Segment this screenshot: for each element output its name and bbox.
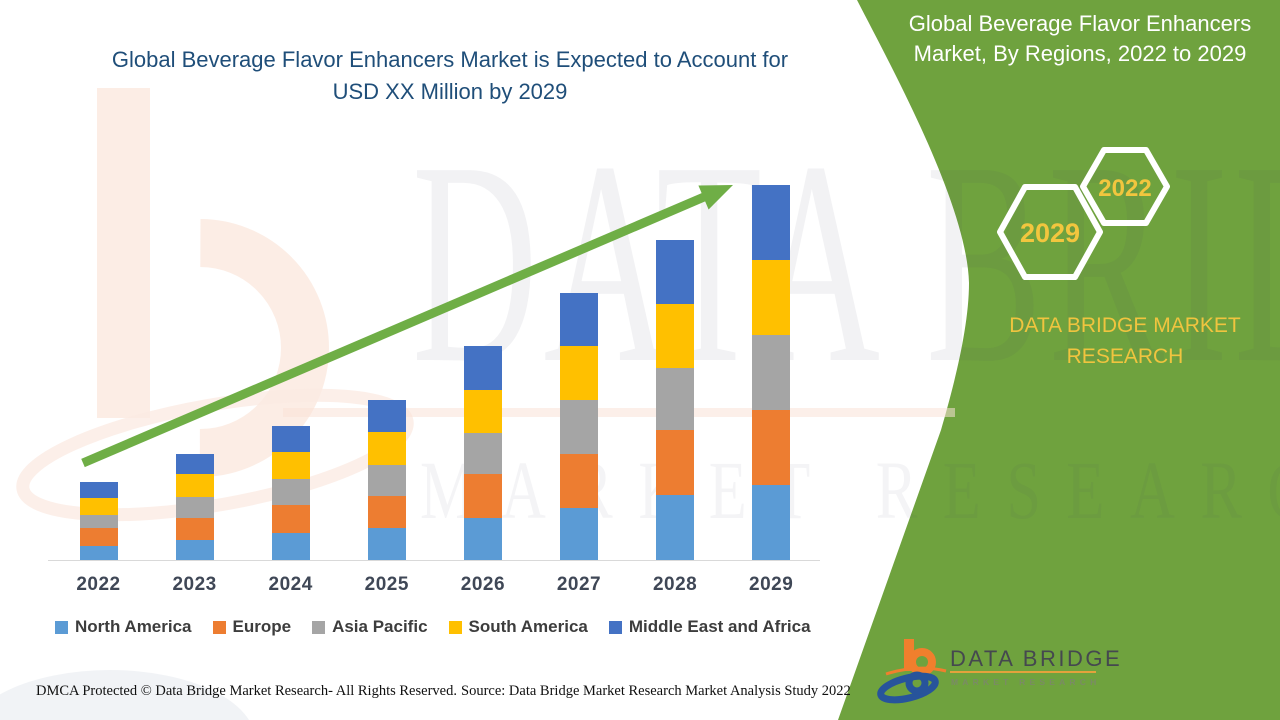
legend-swatch <box>312 620 326 634</box>
bar-segment-2028-middle-east-and-africa <box>656 240 695 304</box>
legend-label: Europe <box>232 617 292 636</box>
bar-segment-2027-middle-east-and-africa <box>560 293 598 346</box>
x-axis-label-2026: 2026 <box>460 574 506 595</box>
legend-item-north-america: North America <box>55 617 192 637</box>
bar-segment-2023-middle-east-and-africa <box>175 454 214 474</box>
legend-item-asia-pacific: Asia Pacific <box>312 617 428 637</box>
logo-subtitle: MARKET RESEARCH <box>951 677 1101 687</box>
bar-segment-2026-middle-east-and-africa <box>463 346 502 390</box>
bar-segment-2028-asia-pacific <box>656 368 695 430</box>
bar-segment-2028-south-america <box>656 304 695 368</box>
bar-segment-2022-south-america <box>79 498 118 515</box>
x-axis-line <box>48 560 820 561</box>
bar-segment-2027-north-america <box>560 508 598 560</box>
chart-title: Global Beverage Flavor Enhancers Market … <box>78 44 822 108</box>
bar-segment-2027-asia-pacific <box>560 400 598 454</box>
legend-item-middle-east-and-africa: Middle East and Africa <box>608 617 811 637</box>
x-axis-label-2025: 2025 <box>364 574 409 595</box>
logo-divider <box>950 671 1096 673</box>
bar-segment-2022-middle-east-and-africa <box>79 482 118 498</box>
x-axis-label-2022: 2022 <box>76 574 121 595</box>
x-axis-label-2029: 2029 <box>749 574 794 595</box>
bar-segment-2029-asia-pacific <box>752 335 791 410</box>
chart-title-line2: USD XX Million by 2029 <box>332 79 568 104</box>
bar-segment-2022-europe <box>79 528 118 546</box>
bar-segment-2029-north-america <box>752 485 791 560</box>
bar-segment-2024-europe <box>271 505 310 533</box>
legend-item-europe: Europe <box>212 617 292 637</box>
bar-segment-2027-europe <box>560 454 598 508</box>
chart-title-line1: Global Beverage Flavor Enhancers Market … <box>111 47 789 72</box>
x-axis-label-2027: 2027 <box>556 574 602 595</box>
footer-dmca-text: DMCA Protected © Data Bridge Market Rese… <box>36 683 457 699</box>
bar-segment-2029-europe <box>752 410 791 485</box>
legend-label: North America <box>75 617 192 636</box>
bar-segment-2023-asia-pacific <box>175 497 214 518</box>
bar-segment-2026-europe <box>463 474 502 518</box>
legend-label: Middle East and Africa <box>628 617 811 636</box>
bar-segment-2029-south-america <box>752 260 791 335</box>
bar-segment-2026-south-america <box>463 390 502 433</box>
bar-segment-2026-asia-pacific <box>463 433 502 474</box>
bar-segment-2025-north-america <box>367 528 406 560</box>
legend-label: South America <box>468 617 588 636</box>
x-axis-label-2028: 2028 <box>652 574 698 595</box>
bar-segment-2027-south-america <box>560 346 598 400</box>
legend-swatch <box>448 620 462 634</box>
bar-segment-2024-asia-pacific <box>271 479 310 505</box>
bar-segment-2023-europe <box>175 518 214 540</box>
bar-segment-2025-europe <box>367 496 406 528</box>
bar-segment-2028-north-america <box>656 495 695 560</box>
logo-title: DATA BRIDGE <box>950 646 1123 671</box>
bar-segment-2025-asia-pacific <box>367 465 406 496</box>
legend-swatch <box>212 620 226 634</box>
x-axis-label-2023: 2023 <box>172 574 217 595</box>
bar-segment-2023-north-america <box>175 540 214 560</box>
bar-segment-2026-north-america <box>463 518 502 560</box>
legend-swatch <box>608 620 622 634</box>
bar-segment-2023-south-america <box>175 474 214 497</box>
bar-segment-2029-middle-east-and-africa <box>752 185 791 260</box>
bar-segment-2024-south-america <box>271 452 310 479</box>
bar-segment-2022-asia-pacific <box>79 515 118 528</box>
legend-label: Asia Pacific <box>332 617 428 636</box>
bar-segment-2024-north-america <box>271 533 310 560</box>
bar-segment-2025-middle-east-and-africa <box>367 400 406 432</box>
x-axis-label-2024: 2024 <box>268 574 313 595</box>
legend-swatch <box>55 620 68 634</box>
footer-source-text: Source: Data Bridge Market Research Mark… <box>461 683 851 699</box>
bar-segment-2025-south-america <box>367 432 406 465</box>
bar-segment-2022-north-america <box>79 546 118 560</box>
bar-segment-2028-europe <box>656 430 695 495</box>
legend-item-south-america: South America <box>448 617 588 637</box>
bar-segment-2024-middle-east-and-africa <box>271 426 310 452</box>
chart-legend: North America Europe Asia Pacific South Ame… <box>55 617 811 637</box>
